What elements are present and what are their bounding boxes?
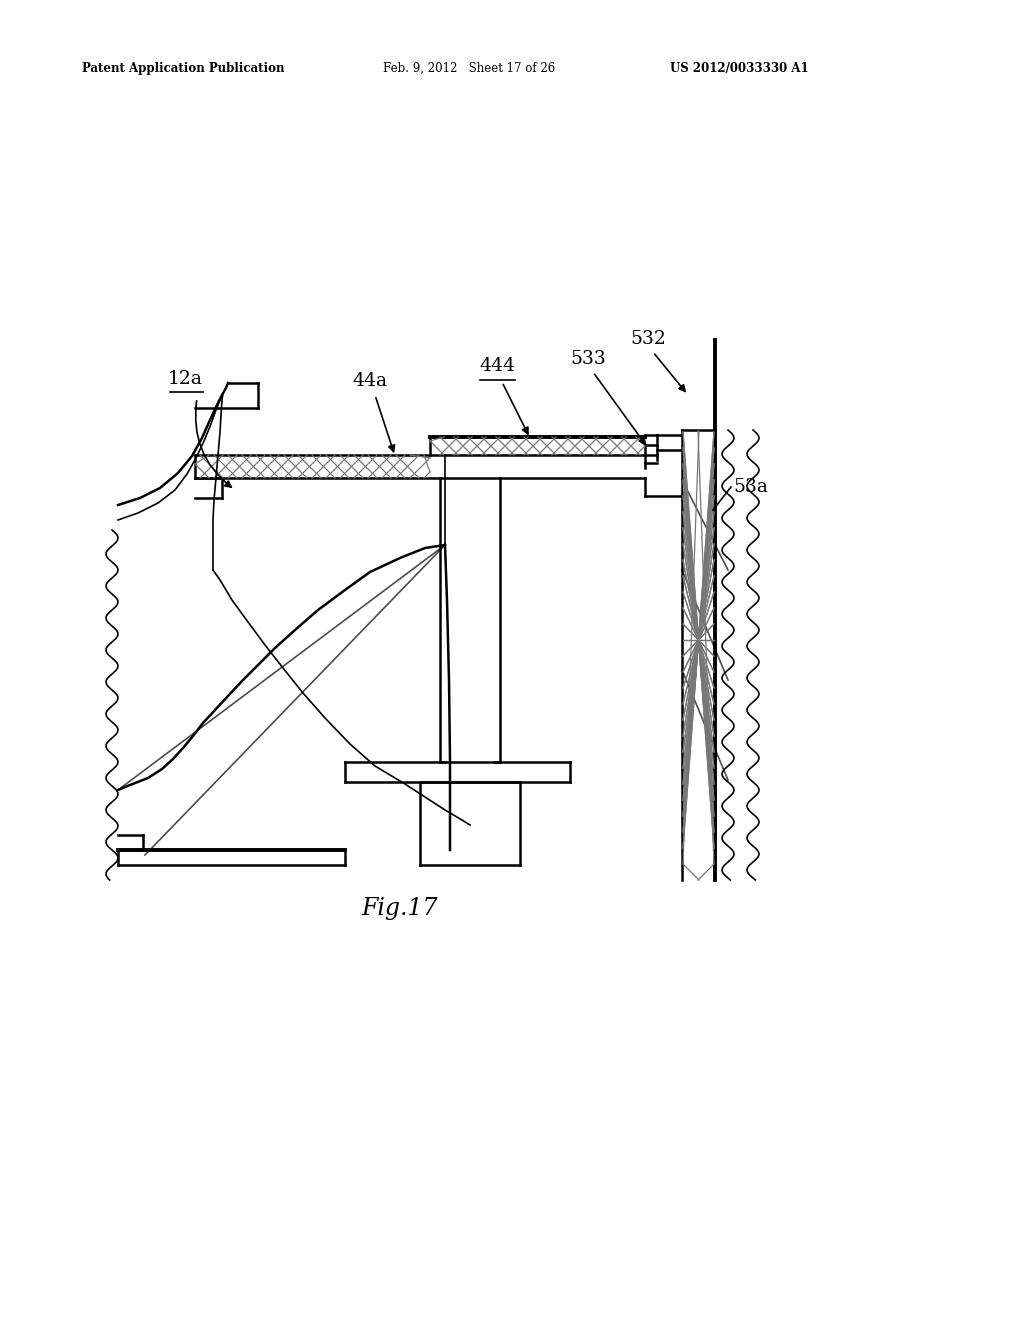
Text: 532: 532 xyxy=(630,330,666,348)
Text: Fig.17: Fig.17 xyxy=(361,896,438,920)
Text: 53a: 53a xyxy=(733,478,768,496)
Text: 444: 444 xyxy=(479,356,515,375)
Text: US 2012/0033330 A1: US 2012/0033330 A1 xyxy=(670,62,809,75)
Text: 44a: 44a xyxy=(352,372,387,389)
Text: 12a: 12a xyxy=(168,370,203,388)
Text: 533: 533 xyxy=(570,350,606,368)
Text: Feb. 9, 2012   Sheet 17 of 26: Feb. 9, 2012 Sheet 17 of 26 xyxy=(383,62,555,75)
Text: Patent Application Publication: Patent Application Publication xyxy=(82,62,285,75)
